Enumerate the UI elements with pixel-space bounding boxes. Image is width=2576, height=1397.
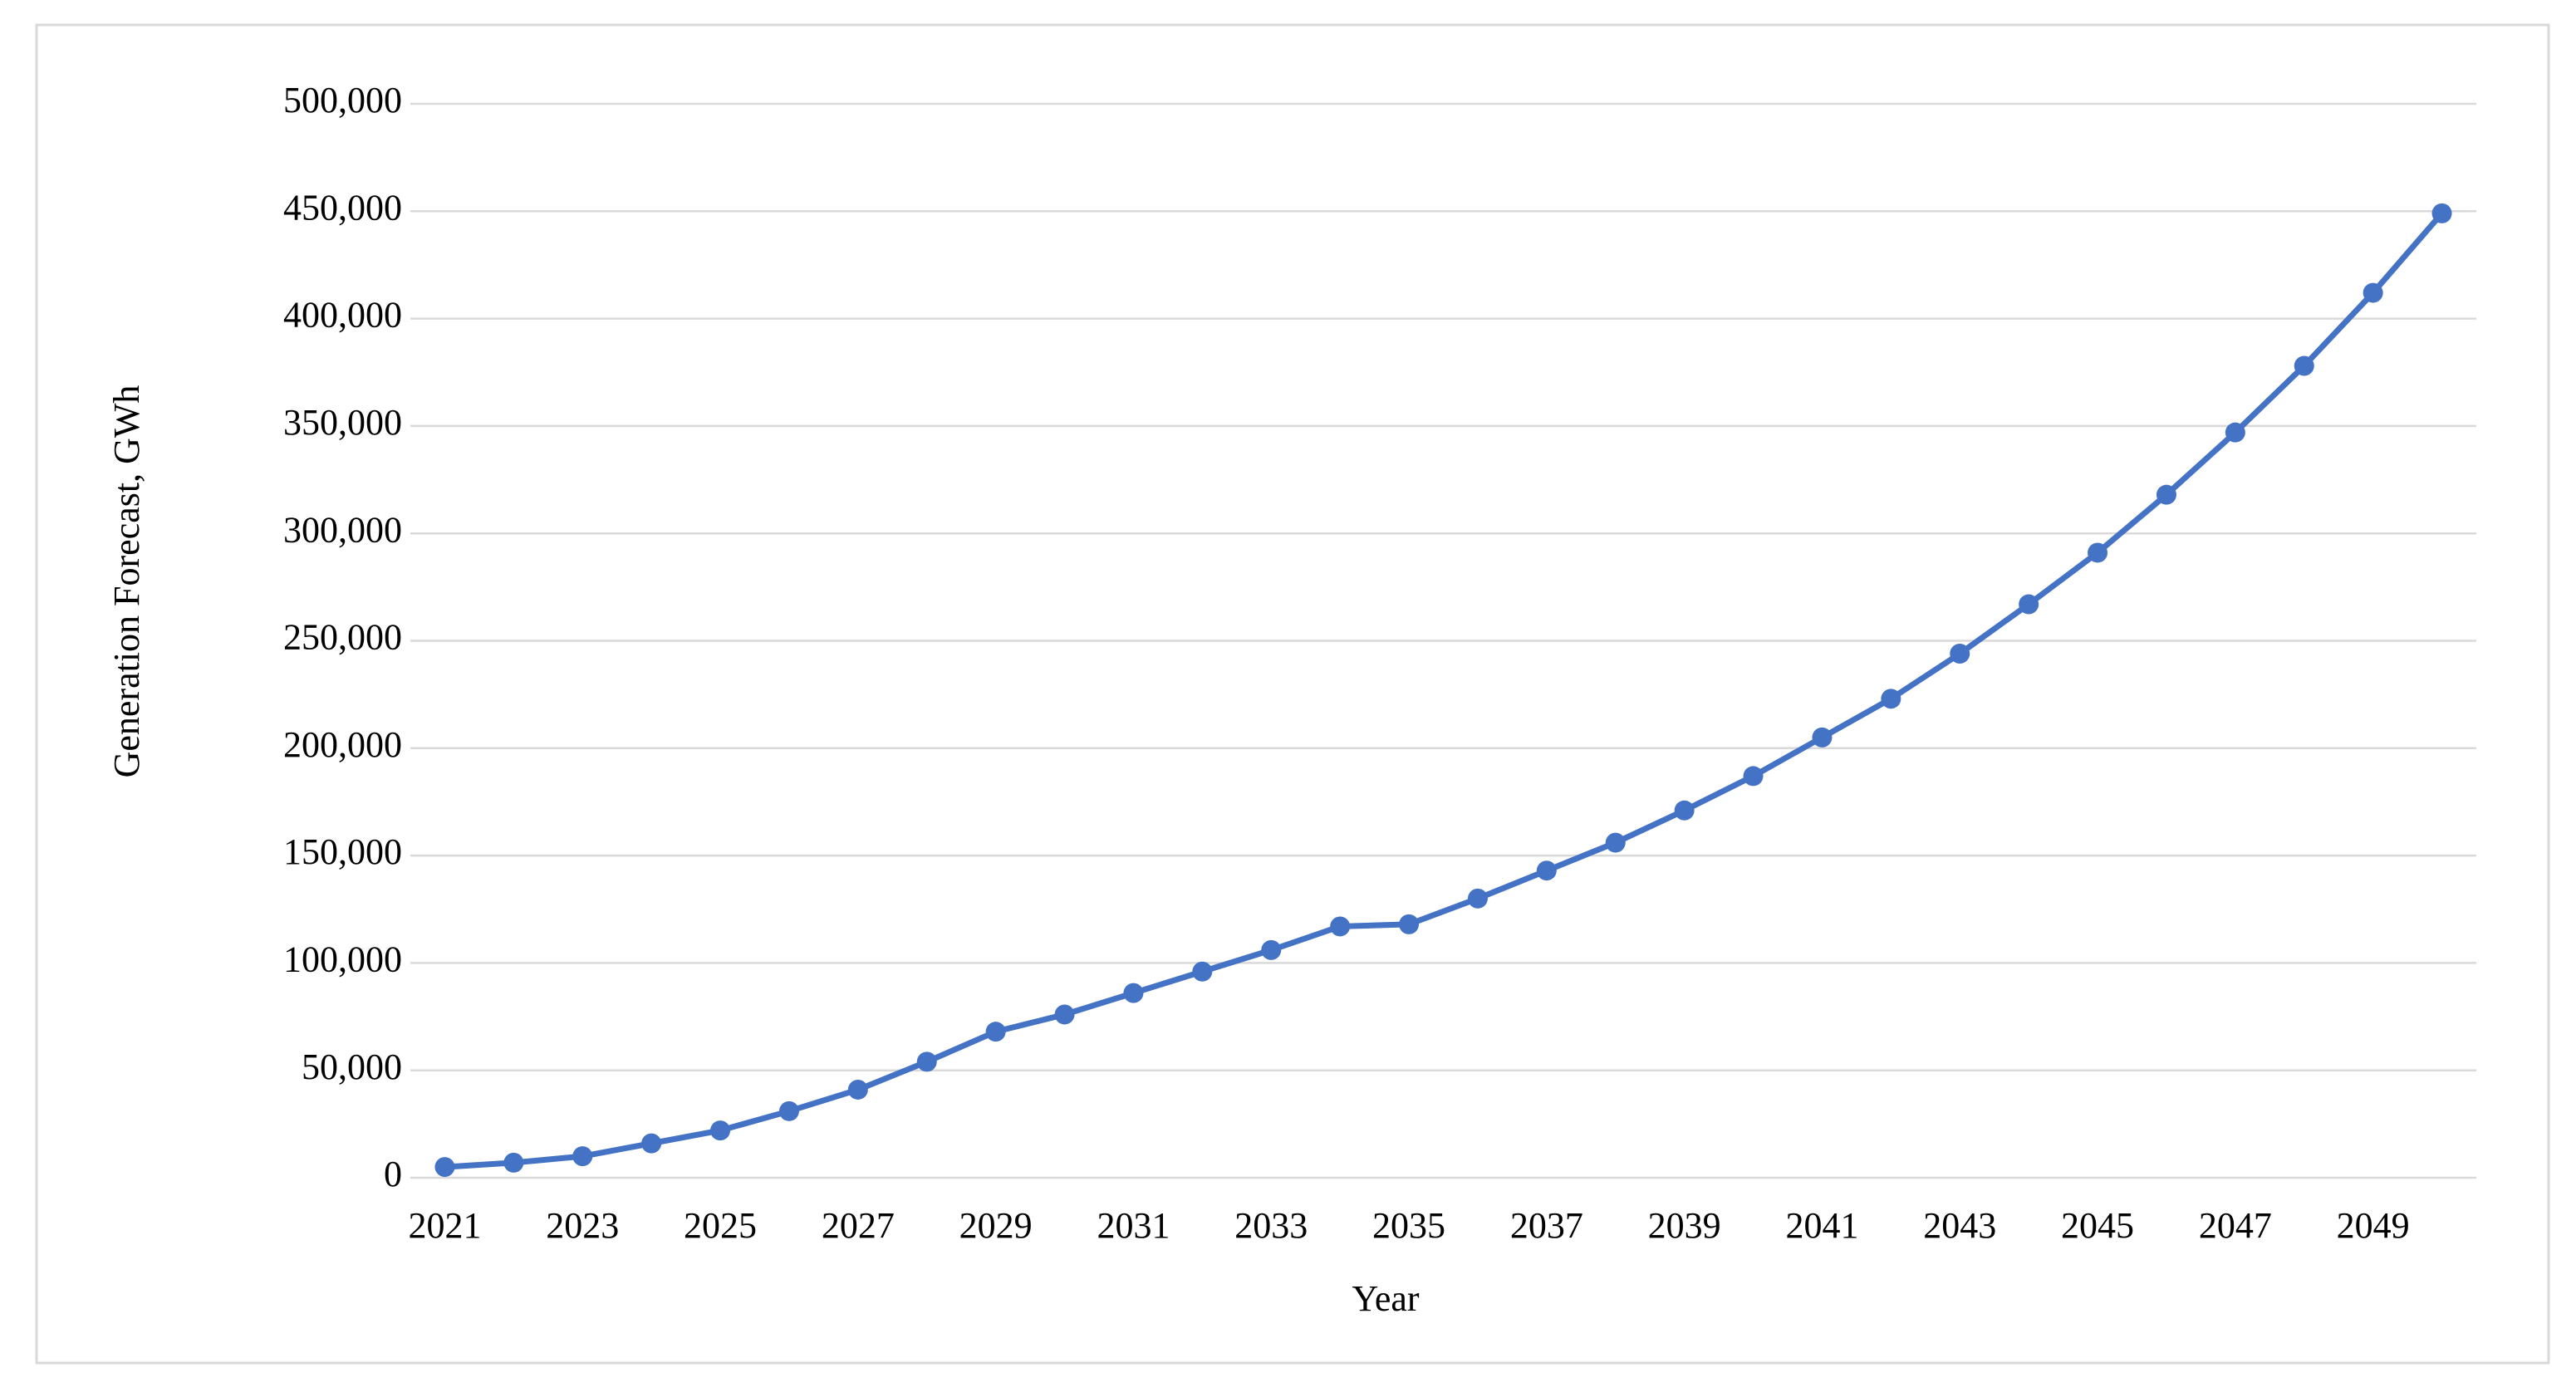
x-tick-label: 2025: [684, 1205, 757, 1246]
y-tick-label: 350,000: [283, 402, 402, 443]
data-point: [1536, 860, 1557, 881]
data-point: [1812, 727, 1833, 748]
y-tick-label: 250,000: [283, 617, 402, 658]
data-point: [2225, 422, 2245, 443]
x-tick-label: 2031: [1097, 1205, 1170, 1246]
y-tick-label: 50,000: [302, 1047, 402, 1087]
x-tick-label: 2023: [546, 1205, 619, 1246]
x-tick-label: 2047: [2199, 1205, 2272, 1246]
data-point: [1261, 939, 1282, 960]
x-tick-label: 2021: [408, 1205, 481, 1246]
y-tick-label: 0: [384, 1154, 402, 1194]
y-axis-title: Generation Forecast, GWh: [106, 385, 147, 778]
data-point: [710, 1120, 731, 1141]
data-point: [2363, 282, 2383, 303]
x-tick-label: 2035: [1372, 1205, 1445, 1246]
x-tick-label: 2037: [1510, 1205, 1583, 1246]
data-point: [778, 1100, 799, 1121]
data-point: [847, 1079, 868, 1100]
data-point: [2431, 203, 2452, 223]
data-point: [916, 1051, 937, 1072]
data-point: [2156, 484, 2176, 505]
data-point: [1054, 1004, 1075, 1025]
data-point: [1605, 832, 1626, 853]
data-point: [1467, 888, 1488, 909]
x-tick-label: 2045: [2061, 1205, 2134, 1246]
data-line: [441, 210, 2446, 1170]
data-point: [1950, 644, 1970, 664]
y-tick-label: 500,000: [283, 80, 402, 120]
x-tick-label: 2029: [959, 1205, 1033, 1246]
x-tick-label: 2033: [1234, 1205, 1308, 1246]
y-tick-label: 200,000: [283, 724, 402, 765]
data-point: [641, 1133, 662, 1154]
data-point: [1743, 766, 1764, 787]
data-point: [1330, 916, 1351, 937]
y-tick-label: 150,000: [283, 831, 402, 872]
data-point: [1192, 961, 1213, 982]
data-point: [2019, 594, 2039, 615]
data-point: [2294, 355, 2314, 376]
data-point: [572, 1146, 593, 1167]
data-point: [985, 1022, 1006, 1042]
data-point: [503, 1152, 524, 1173]
x-tick-label: 2049: [2337, 1205, 2410, 1246]
x-tick-label: 2043: [1923, 1205, 1996, 1246]
x-axis-title: Year: [1352, 1278, 1419, 1319]
data-point: [2088, 542, 2108, 563]
data-point: [1674, 800, 1695, 821]
chart-border: [35, 23, 2550, 1365]
data-point: [1123, 983, 1144, 1003]
data-point: [1881, 689, 1901, 709]
y-tick-label: 400,000: [283, 295, 402, 336]
y-tick-label: 100,000: [283, 939, 402, 979]
y-tick-label: 300,000: [283, 509, 402, 550]
data-point: [434, 1157, 455, 1178]
x-tick-label: 2041: [1785, 1205, 1858, 1246]
x-tick-label: 2027: [822, 1205, 895, 1246]
x-tick-label: 2039: [1648, 1205, 1721, 1246]
y-tick-label: 450,000: [283, 187, 402, 228]
data-point: [1399, 914, 1420, 934]
